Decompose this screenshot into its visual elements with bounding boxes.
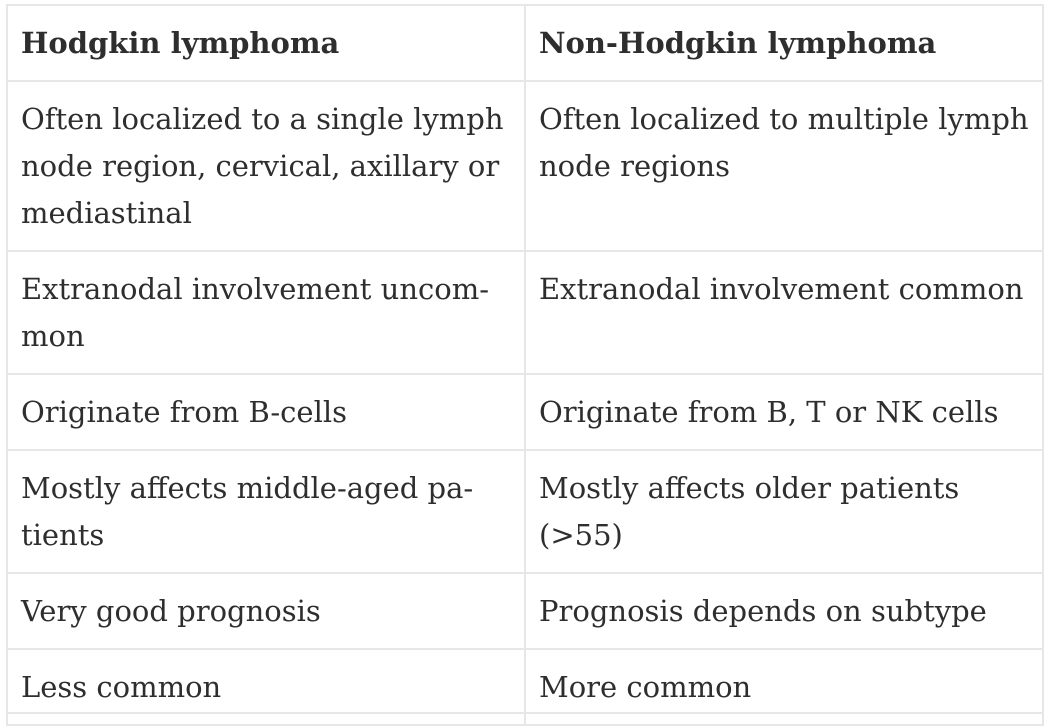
header-non-hodgkin: Non-Hodgkin lymphoma [524,4,1044,82]
cell-hodgkin-origin: Originate from B-cells [6,373,526,451]
table-row: Originate from B-cells Originate from B,… [6,373,1044,451]
table-row: Extranodal involvement uncom-mon Extrano… [6,250,1044,375]
table-row: Very good prognosis Prognosis depends on… [6,572,1044,650]
cell-non-hodgkin-origin: Originate from B, T or NK cells [524,373,1044,451]
table-header-row: Hodgkin lymphoma Non-Hodgkin lymphoma [6,4,1044,82]
lymphoma-comparison-table: Hodgkin lymphoma Non-Hodgkin lymphoma Of… [6,4,1044,726]
table-row: Mostly affects middle-aged pa-tients Mos… [6,449,1044,574]
cell-hodgkin-extranodal: Extranodal involvement uncom-mon [6,250,526,375]
cell-non-hodgkin-age: Mostly affects older patients (>55) [524,449,1044,574]
cell-hodgkin-age: Mostly affects middle-aged pa-tients [6,449,526,574]
cell-hodgkin-prognosis: Very good prognosis [6,572,526,650]
header-hodgkin: Hodgkin lymphoma [6,4,526,82]
comparison-table-container: Hodgkin lymphoma Non-Hodgkin lymphoma Of… [6,4,1044,726]
cell-hodgkin-localization: Often localized to a single lymph node r… [6,80,526,252]
cell-non-hodgkin-prognosis: Prognosis depends on subtype [524,572,1044,650]
table-bottom-border-continuation [6,712,1042,714]
cell-non-hodgkin-extranodal: Extranodal involvement common [524,250,1044,375]
cell-non-hodgkin-localization: Often localized to multiple lymph node r… [524,80,1044,252]
table-row: Often localized to a single lymph node r… [6,80,1044,252]
